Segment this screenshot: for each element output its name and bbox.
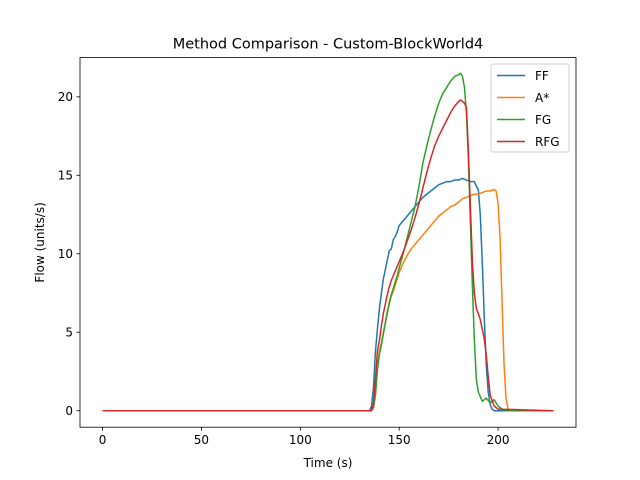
plot-frame xyxy=(79,57,577,428)
y-axis-title: Flow (units/s) xyxy=(33,202,47,282)
y-tick-label: 5 xyxy=(65,326,73,340)
legend-label: FF xyxy=(535,69,549,83)
y-tick-label: 0 xyxy=(65,404,73,418)
x-tick-label: 200 xyxy=(487,433,510,447)
y-axis: 0 5 10 15 20 xyxy=(58,90,80,418)
legend-label: FG xyxy=(535,113,551,127)
chart-title: Method Comparison - Custom-BlockWorld4 xyxy=(173,37,484,53)
legend-box xyxy=(490,63,570,153)
plot-lines xyxy=(102,72,554,412)
legend-label: A* xyxy=(535,91,549,105)
series-line-ff xyxy=(102,177,554,412)
series-line-rfg xyxy=(102,99,554,412)
y-tick-label: 15 xyxy=(58,169,73,183)
legend: FF A* FG RFG xyxy=(490,63,570,153)
x-tick-label: 100 xyxy=(289,433,312,447)
x-tick-label: 150 xyxy=(388,433,411,447)
x-axis-title: Time (s) xyxy=(303,456,353,470)
y-tick-label: 20 xyxy=(58,90,73,104)
x-tick-label: 50 xyxy=(194,433,209,447)
y-tick-label: 10 xyxy=(58,247,73,261)
x-tick-label: 0 xyxy=(99,433,107,447)
legend-label: RFG xyxy=(535,135,560,149)
series-line-fg xyxy=(102,72,554,412)
x-axis: 0 50 100 150 200 xyxy=(99,427,510,447)
